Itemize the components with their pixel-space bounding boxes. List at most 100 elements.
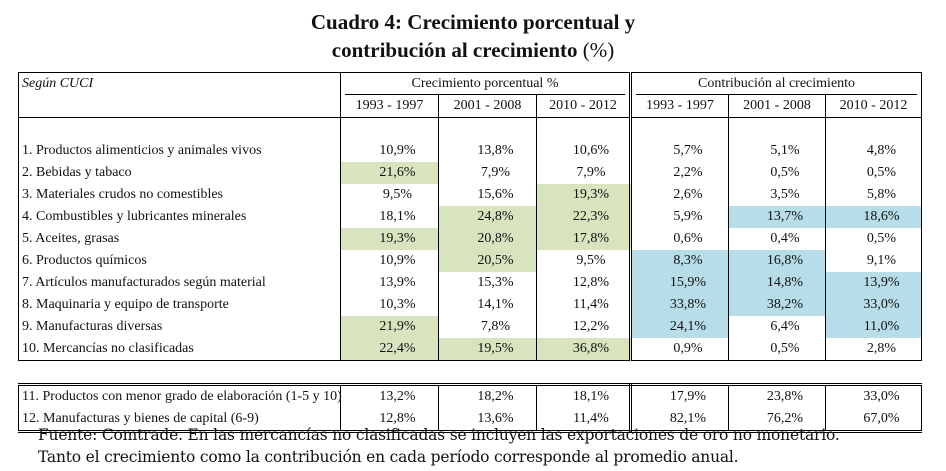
table-cell-highlight: 15,9% (630, 272, 730, 294)
row-label: 3. Materiales crudos no comestibles (18, 184, 341, 206)
table-row: 10. Mercancías no clasificadas 22,4% 19,… (18, 338, 923, 361)
table-cell: 0,5% (825, 228, 923, 250)
table-cell: 5,1% (728, 140, 827, 162)
title-unit: (%) (582, 38, 615, 62)
table-cell: 9,1% (825, 250, 923, 272)
table-cell: 9,5% (536, 250, 633, 272)
table-cell: 10,6% (536, 140, 633, 162)
table-cell: 14,1% (438, 294, 537, 316)
table-cell: 23,8% (728, 383, 827, 408)
row-label: 1. Productos alimenticios y animales viv… (18, 140, 341, 162)
table-cell-highlight: 11,0% (825, 316, 923, 338)
table-cell-highlight: 33,8% (630, 294, 730, 316)
table-row: 9. Manufacturas diversas 21,9% 7,8% 12,2… (18, 316, 923, 338)
table-cell-highlight: 38,2% (728, 294, 827, 316)
table-cell: 7,8% (438, 316, 537, 338)
table-cell-highlight: 17,8% (536, 228, 633, 250)
table-cell-highlight: 36,8% (536, 338, 633, 361)
row-label: 6. Productos químicos (18, 250, 341, 272)
table-cell: 2,8% (825, 338, 923, 361)
table-cell: 10,9% (340, 250, 439, 272)
table-cell-highlight: 19,3% (340, 228, 439, 250)
table-row: 3. Materiales crudos no comestibles 9,5%… (18, 184, 923, 206)
period-header: 1993 - 1997 (340, 95, 439, 118)
table-cell: 82,1% (630, 408, 730, 433)
title-line-1: Cuadro 4: Crecimiento porcentual y (310, 10, 636, 34)
summary-row: 11. Productos con menor grado de elabora… (18, 383, 923, 408)
table-cell-highlight: 13,9% (825, 272, 923, 294)
table-cell: 0,9% (630, 338, 730, 361)
table-cell: 11,4% (536, 294, 633, 316)
table-row: 4. Combustibles y lubricantes minerales … (18, 206, 923, 228)
table-cell-highlight: 19,5% (438, 338, 537, 361)
row-label: 11. Productos con menor grado de elabora… (18, 383, 342, 408)
table-title: Cuadro 4: Crecimiento porcentual y contr… (0, 8, 946, 64)
table-cell: 0,4% (728, 228, 827, 250)
summary-row: 12. Manufacturas y bienes de capital (6-… (18, 408, 923, 433)
period-header: 2001 - 2008 (438, 95, 537, 118)
header-spacer (18, 95, 341, 118)
table-row: 5. Aceites, grasas 19,3% 20,8% 17,8% 0,6… (18, 228, 923, 250)
period-header: 2010 - 2012 (536, 95, 633, 118)
table-row: 8. Maquinaria y equipo de transporte 10,… (18, 294, 923, 316)
table-cell: 7,9% (536, 162, 633, 184)
table-cell: 18,1% (340, 206, 439, 228)
table-cell-highlight: 33,0% (825, 294, 923, 316)
table-cell-highlight: 21,6% (340, 162, 439, 184)
title-line-2: contribución al crecimiento (%) (0, 36, 946, 64)
table-row: 6. Productos químicos 10,9% 20,5% 9,5% 8… (18, 250, 923, 272)
table-cell: 13,2% (340, 383, 439, 408)
footnote: Fuente: Comtrade. En las mercancías no c… (38, 424, 840, 468)
table-cell: 0,5% (728, 338, 827, 361)
table-cell: 5,8% (825, 184, 923, 206)
table-cell: 18,2% (438, 383, 537, 408)
table-cell: 76,2% (728, 408, 827, 433)
table-cell: 0,6% (630, 228, 730, 250)
corner-label: Según CUCI (18, 72, 341, 95)
table-cell: 10,3% (340, 294, 439, 316)
table-row: 2. Bebidas y tabaco 21,6% 7,9% 7,9% 2,2%… (18, 162, 923, 184)
period-header: 2001 - 2008 (728, 95, 827, 118)
table-cell: 3,5% (728, 184, 827, 206)
period-header: 2010 - 2012 (825, 95, 923, 118)
table-row: 1. Productos alimenticios y animales viv… (18, 140, 923, 162)
table-row: 7. Artículos manufacturados según materi… (18, 272, 923, 294)
table-cell: 10,9% (340, 140, 439, 162)
table-cell: 13,8% (438, 140, 537, 162)
table-cell-highlight: 22,4% (340, 338, 439, 361)
row-label: 10. Mercancías no clasificadas (18, 338, 341, 361)
table-cell: 12,2% (536, 316, 633, 338)
table-cell-highlight: 22,3% (536, 206, 633, 228)
row-label: 9. Manufacturas diversas (18, 316, 341, 338)
row-label: 5. Aceites, grasas (18, 228, 341, 250)
table-cell-highlight: 19,3% (536, 184, 633, 206)
table-cell-highlight: 24,8% (438, 206, 537, 228)
table-cell: 5,7% (630, 140, 730, 162)
table-cell: 12,8% (536, 272, 633, 294)
table-cell: 67,0% (825, 408, 923, 433)
group-header-contribution: Contribución al crecimiento (630, 72, 923, 95)
table-cell-highlight: 21,9% (340, 316, 439, 338)
table-cell: 13,9% (340, 272, 439, 294)
table-cell: 0,5% (825, 162, 923, 184)
table-cell: 4,8% (825, 140, 923, 162)
row-label: 8. Maquinaria y equipo de transporte (18, 294, 341, 316)
table-cell: 2,2% (630, 162, 730, 184)
table-cell-highlight: 24,1% (630, 316, 730, 338)
table-cell: 17,9% (630, 383, 730, 408)
table-cell-highlight: 13,7% (728, 206, 827, 228)
title-line-2-text: contribución al crecimiento (331, 38, 578, 62)
table-cell-highlight: 20,5% (438, 250, 537, 272)
table-cell: 7,9% (438, 162, 537, 184)
period-header: 1993 - 1997 (630, 95, 730, 118)
group-header-growth: Crecimiento porcentual % (340, 72, 633, 95)
row-label: 7. Artículos manufacturados según materi… (18, 272, 341, 294)
table-cell-highlight: 16,8% (728, 250, 827, 272)
row-label: 2. Bebidas y tabaco (18, 162, 341, 184)
table-cell: 0,5% (728, 162, 827, 184)
table-cell: 15,3% (438, 272, 537, 294)
table-cell-highlight: 18,6% (825, 206, 923, 228)
table-cell-highlight: 20,8% (438, 228, 537, 250)
table-cell-highlight: 8,3% (630, 250, 730, 272)
table-cell: 11,4% (536, 408, 633, 433)
